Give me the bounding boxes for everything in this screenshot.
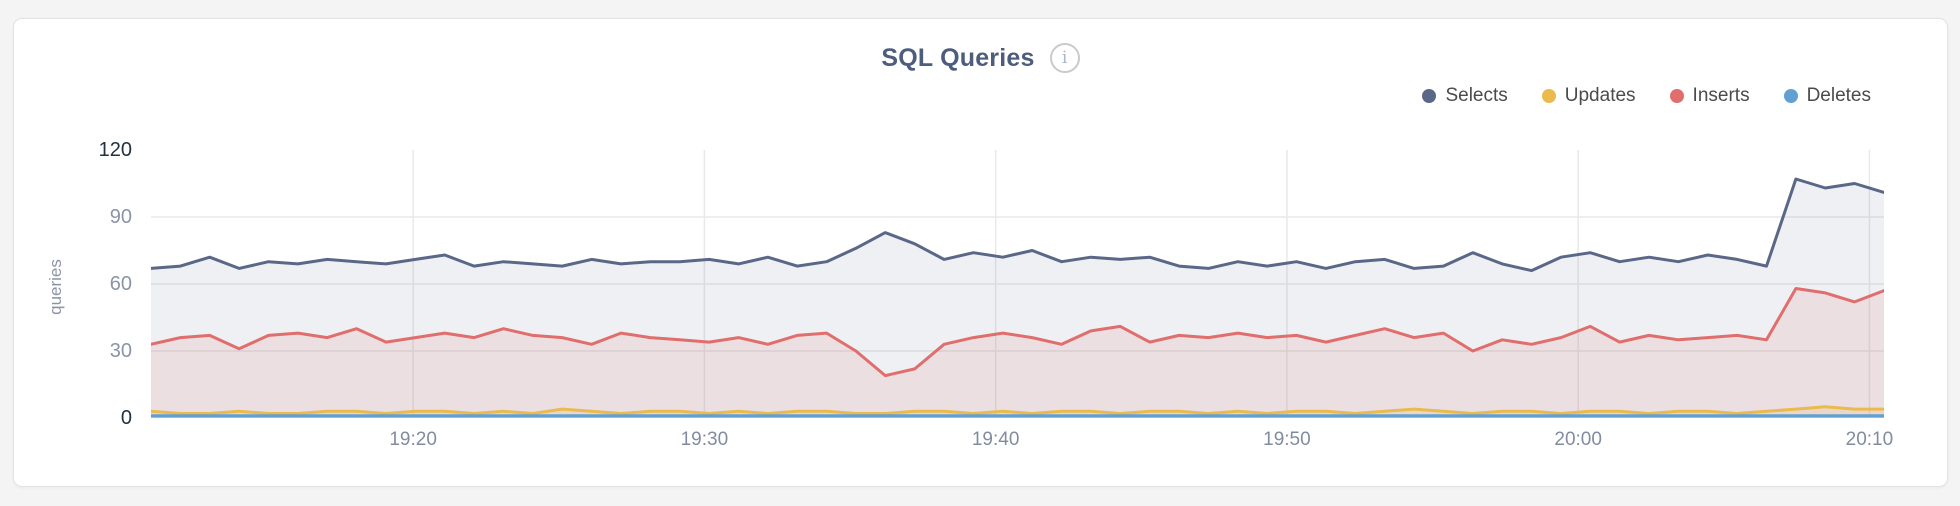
x-tick-label-19-20: 19:20	[389, 429, 437, 450]
y-tick-label-120: 120	[98, 139, 132, 161]
info-icon[interactable]: i	[1049, 43, 1080, 73]
legend-label: Inserts	[1692, 85, 1750, 106]
chart-legend: Selects Updates Inserts Deletes	[1422, 85, 1871, 107]
legend-dot-icon	[1541, 89, 1556, 103]
legend-dot-icon	[1422, 89, 1437, 103]
legend-item-deletes[interactable]: Deletes	[1783, 85, 1871, 107]
legend-item-inserts[interactable]: Inserts	[1669, 85, 1750, 107]
legend-label: Deletes	[1806, 85, 1871, 106]
series-area-selects	[151, 179, 1884, 418]
x-tick-label-20-10: 20:10	[1845, 429, 1894, 450]
legend-dot-icon	[1783, 89, 1798, 103]
series-line-updates	[151, 405, 1884, 415]
series-area-inserts	[151, 288, 1884, 418]
legend-label: Updates	[1564, 85, 1636, 106]
x-tick-label-19-50: 19:50	[1263, 429, 1311, 450]
series-line-inserts	[151, 287, 1884, 378]
y-tick-label-30: 30	[109, 340, 132, 362]
y-tick-label-60: 60	[109, 273, 132, 295]
x-tick-label-20-00: 20:00	[1554, 429, 1602, 450]
legend-item-updates[interactable]: Updates	[1541, 85, 1636, 107]
legend-item-selects[interactable]: Selects	[1422, 85, 1508, 107]
chart-header: SQL Queries i	[14, 43, 1947, 73]
sql-queries-chart[interactable]	[151, 150, 1884, 418]
series-line-selects	[151, 177, 1884, 273]
x-tick-label-19-40: 19:40	[971, 429, 1020, 450]
x-tick-label-19-30: 19:30	[680, 429, 729, 450]
chart-card: SQL Queries i Selects Updates Inserts Delet…	[13, 18, 1948, 487]
legend-label: Selects	[1445, 85, 1508, 106]
y-tick-label-90: 90	[109, 206, 132, 228]
y-tick-label-0: 0	[120, 407, 132, 429]
legend-dot-icon	[1669, 89, 1684, 103]
chart-title: SQL Queries	[881, 43, 1035, 72]
